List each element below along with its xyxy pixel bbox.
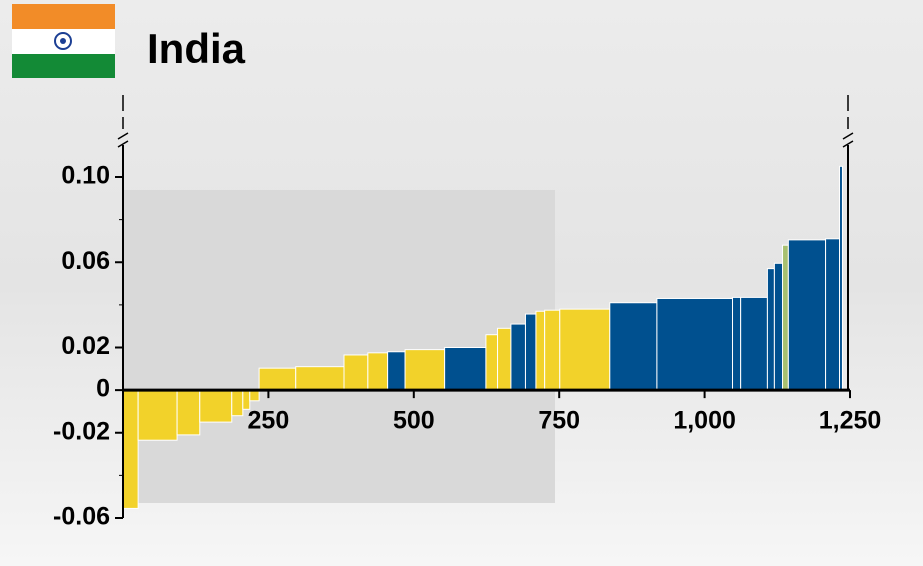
- bar: [773, 262, 784, 391]
- bar: [787, 239, 827, 391]
- y-tick-label: 0.10: [61, 162, 110, 190]
- y-tick-label: -0.02: [53, 417, 110, 445]
- bar: [740, 296, 768, 391]
- bar: [231, 389, 244, 417]
- axis-break: [842, 132, 854, 148]
- bar: [387, 351, 406, 391]
- bar: [656, 297, 734, 391]
- bar: [559, 308, 611, 391]
- bar: [485, 334, 499, 391]
- highlight-region: [123, 190, 555, 503]
- bar: [444, 347, 487, 391]
- x-tick-label: 1,000: [673, 407, 736, 435]
- y-tick-label: 0.06: [61, 247, 110, 275]
- y-tick-label: 0.02: [61, 332, 110, 360]
- bar: [839, 165, 843, 391]
- chart-title: India: [147, 25, 246, 72]
- bar: [343, 354, 369, 391]
- bar: [732, 296, 742, 391]
- bar: [249, 389, 260, 402]
- bar: [367, 352, 389, 391]
- bar: [404, 349, 446, 391]
- bar: [609, 302, 658, 391]
- x-tick-label: 500: [393, 407, 435, 435]
- bar: [137, 389, 178, 441]
- bar: [825, 238, 841, 391]
- bar: [535, 310, 546, 391]
- bar: [295, 366, 345, 391]
- bar: [199, 389, 233, 423]
- bar: [782, 244, 789, 391]
- bar: [544, 309, 561, 391]
- x-tick-label: 1,250: [819, 407, 882, 435]
- bar: [510, 323, 526, 391]
- bar: [176, 389, 201, 436]
- bar: [766, 268, 775, 391]
- bar: [497, 327, 512, 391]
- y-tick-label: -0.06: [53, 503, 110, 531]
- axis-break: [117, 132, 129, 148]
- bar: [122, 389, 139, 509]
- y-tick-label: 0: [96, 375, 110, 403]
- x-tick-label: 750: [538, 407, 580, 435]
- bar: [258, 367, 297, 391]
- flag: [12, 4, 115, 78]
- x-tick-label: 250: [248, 407, 290, 435]
- bar: [524, 313, 537, 391]
